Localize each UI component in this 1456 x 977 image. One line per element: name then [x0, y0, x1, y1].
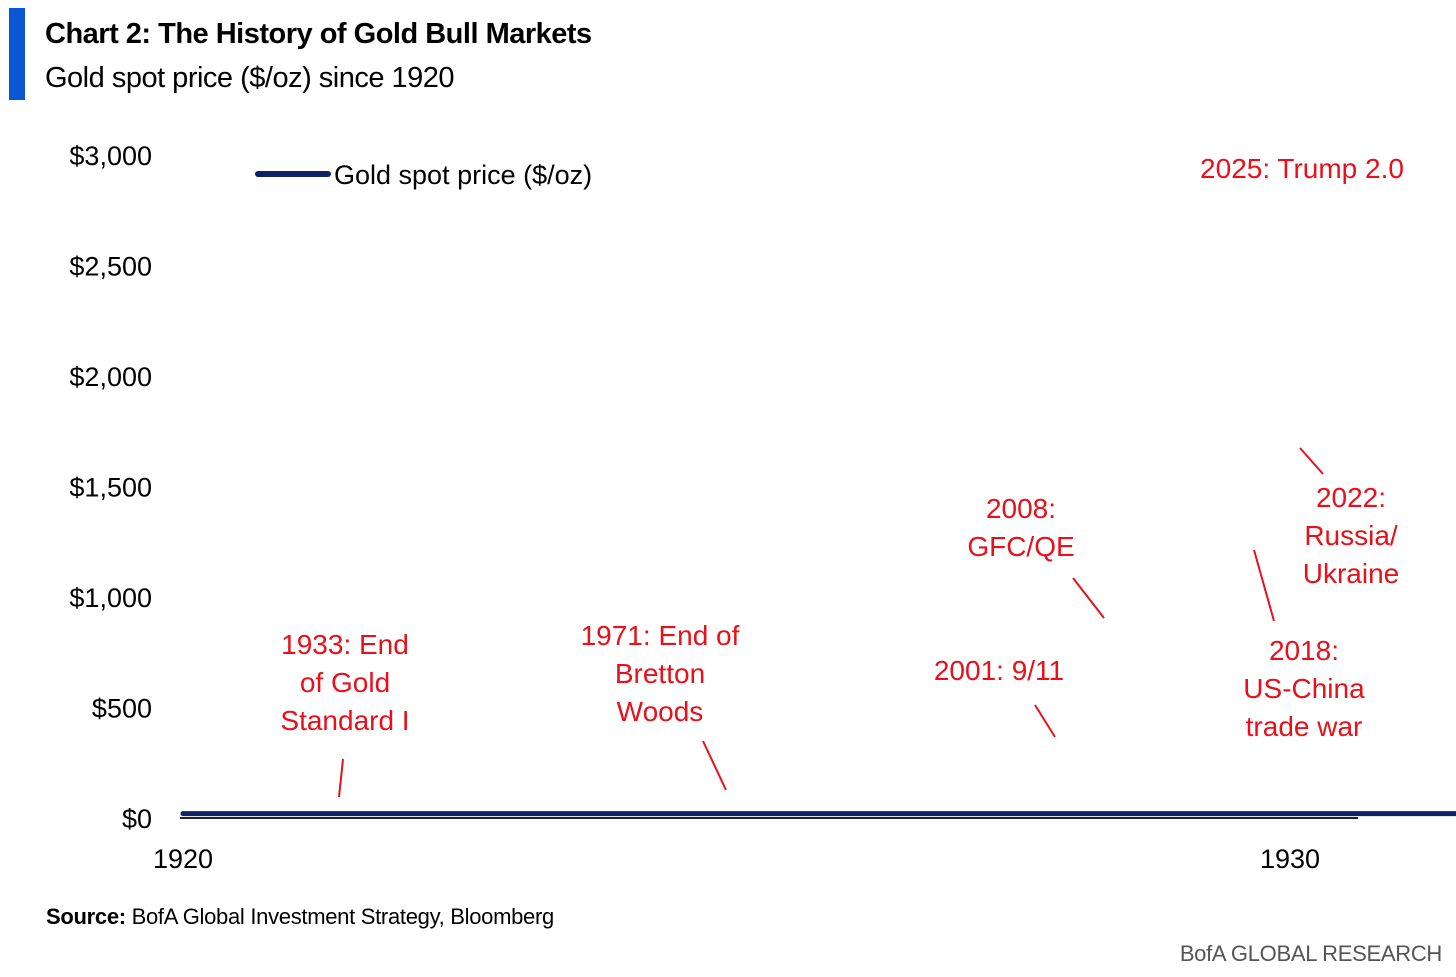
annotation-leader-line	[702, 740, 727, 791]
annotation: 2018: US-China trade war	[1243, 549, 1365, 742]
source-note: Source: BofA Global Investment Strategy,…	[46, 904, 554, 930]
annotation: 2001: 9/11	[934, 655, 1064, 738]
annotation-text: Standard I	[280, 705, 409, 736]
y-tick-label: $1,000	[69, 583, 152, 613]
annotation-text: 2001: 9/11	[934, 655, 1064, 686]
x-tick-label: 1930	[1260, 844, 1320, 874]
annotation-text: 2025: Trump 2.0	[1200, 153, 1404, 184]
annotation-text: US-China	[1243, 673, 1365, 704]
legend-label-gold-spot-price: Gold spot price ($/oz)	[334, 160, 592, 190]
annotation: 2025: Trump 2.0	[1200, 153, 1404, 184]
source-label: Source:	[46, 904, 126, 929]
y-tick-label: $0	[122, 804, 152, 834]
source-text: BofA Global Investment Strategy, Bloombe…	[125, 904, 555, 929]
annotation-leader-line	[338, 758, 344, 798]
annotation-text: GFC/QE	[967, 531, 1074, 562]
annotation: 1971: End of Bretton Woods	[581, 620, 740, 791]
annotation-text: Russia/	[1304, 520, 1398, 551]
annotation-text: Woods	[617, 696, 704, 727]
y-tick-label: $2,500	[69, 252, 152, 282]
chart-title: Chart 2: The History of Gold Bull Market…	[45, 18, 592, 50]
chart-subtitle: Gold spot price ($/oz) since 1920	[45, 62, 455, 94]
x-axis-tick-labels: 1920193019401950196019701980199020002010…	[153, 844, 1320, 874]
annotation: 2008: GFC/QE	[967, 493, 1105, 619]
annotation-text: 2022:	[1316, 482, 1386, 513]
annotation-layer: 2025: Trump 2.0 2008: GFC/QE 2022: Russia/Uk…	[280, 153, 1404, 798]
annotation-text: Ukraine	[1303, 558, 1399, 589]
annotation-text: 2008:	[986, 493, 1056, 524]
annotation-text: 1971: End of	[581, 620, 740, 651]
annotation-text: of Gold	[300, 667, 390, 698]
annotation-leader-line	[1299, 447, 1324, 475]
brand-footer: BofA GLOBAL RESEARCH	[1179, 941, 1442, 966]
y-tick-label: $1,500	[69, 473, 152, 503]
y-tick-label: $500	[92, 694, 152, 724]
chart-legend: Gold spot price ($/oz)	[255, 160, 592, 190]
annotation: 2022: Russia/Ukraine	[1299, 447, 1399, 589]
annotation-text: Bretton	[615, 658, 705, 689]
y-tick-label: $2,000	[69, 362, 152, 392]
y-axis-tick-labels: $0 $500 $1,000 $1,500 $2,000 $2,500 $3,000	[69, 141, 152, 834]
annotation-text: trade war	[1246, 711, 1363, 742]
annotation-leader-line	[1253, 549, 1275, 622]
annotation-text: 1933: End	[281, 629, 409, 660]
annotation-text: 2018:	[1269, 635, 1339, 666]
title-accent-bar	[9, 8, 25, 100]
annotation-leader-line	[1034, 704, 1056, 738]
x-tick-label: 1920	[153, 844, 213, 874]
y-tick-label: $3,000	[69, 141, 152, 171]
annotation: 1933: End of Gold Standard I	[280, 629, 410, 798]
annotation-leader-line	[1072, 577, 1105, 619]
